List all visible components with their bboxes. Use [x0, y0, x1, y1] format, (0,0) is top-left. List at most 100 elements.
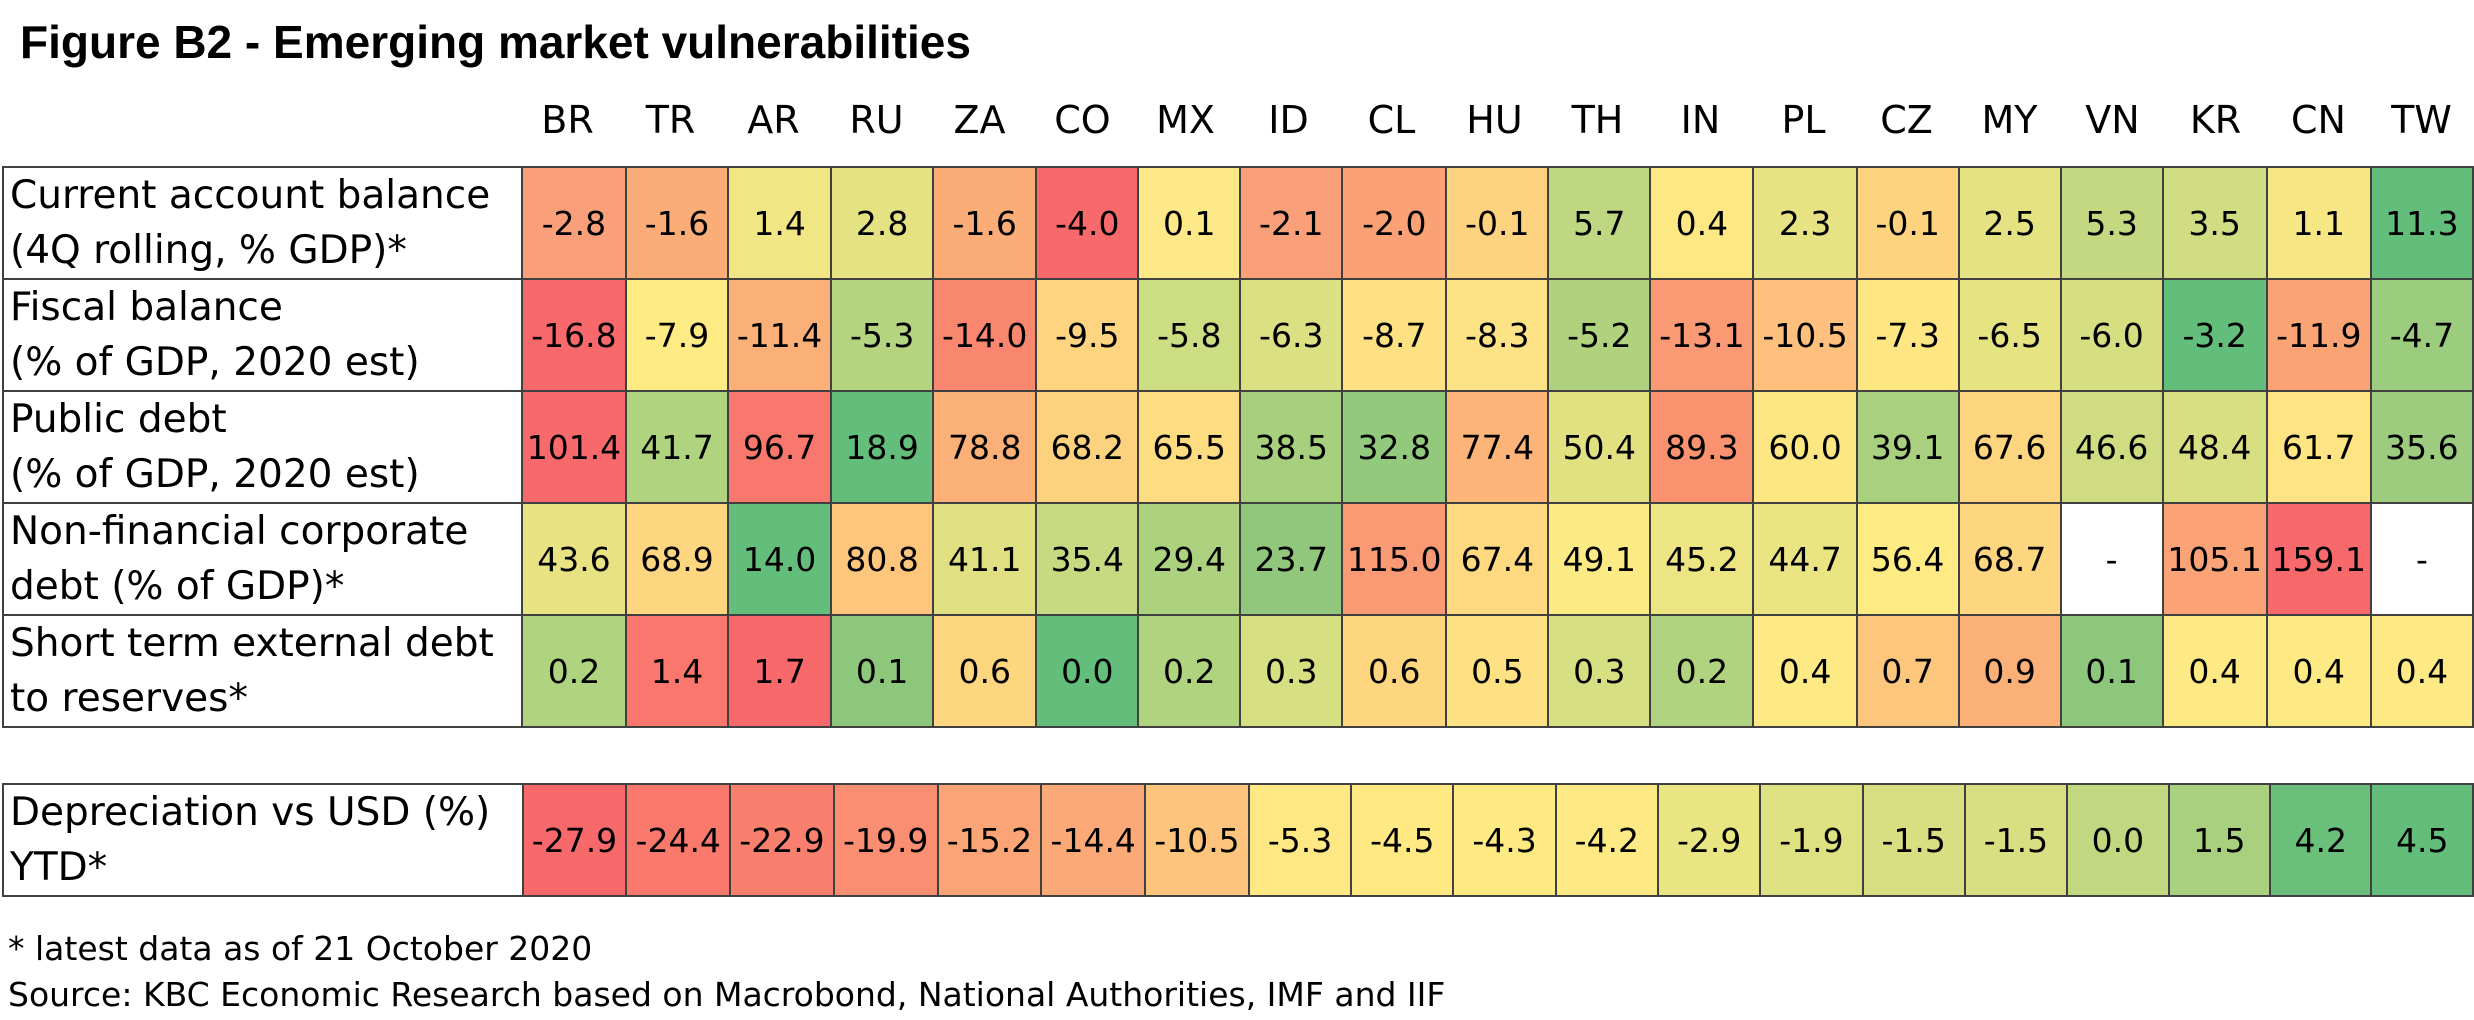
- cell-st-external-debt-cz: 0.7: [1855, 614, 1960, 728]
- cell-public-debt-my: 67.6: [1957, 390, 2062, 504]
- cell-current-account-ar: 1.4: [726, 166, 833, 280]
- cell-depreciation-cl: -4.5: [1350, 783, 1455, 897]
- cell-fiscal-balance-hu: -8.3: [1445, 278, 1550, 392]
- cell-public-debt-tr: 41.7: [625, 390, 729, 504]
- cell-depreciation-my: -1.5: [1963, 783, 2069, 897]
- cell-public-debt-br: 101.4: [520, 390, 628, 504]
- cell-corporate-debt-tr: 68.9: [625, 502, 729, 616]
- cell-public-debt-mx: 65.5: [1137, 390, 1242, 504]
- table-row-st-external-debt: Short term external debt to reserves* 0.2 1…: [2, 614, 2474, 728]
- cell-public-debt-ru: 18.9: [830, 390, 935, 504]
- row-label-line: YTD*: [10, 845, 108, 890]
- cell-depreciation-vn: 0.0: [2066, 783, 2170, 897]
- cell-fiscal-balance-za: -14.0: [932, 278, 1038, 392]
- column-header-tr: TR: [645, 98, 696, 142]
- cell-current-account-in: 0.4: [1649, 166, 1755, 280]
- cell-current-account-cl: -2.0: [1341, 166, 1448, 280]
- column-header-mx: MX: [1156, 98, 1215, 142]
- cell-corporate-debt-ru: 80.8: [830, 502, 935, 616]
- row-label-public-debt: Public debt (% of GDP, 2020 est): [2, 390, 523, 504]
- cell-st-external-debt-ru: 0.1: [830, 614, 935, 728]
- cell-corporate-debt-mx: 29.4: [1137, 502, 1242, 616]
- cell-fiscal-balance-cz: -7.3: [1855, 278, 1960, 392]
- cell-public-debt-cz: 39.1: [1855, 390, 1960, 504]
- cell-corporate-debt-kr: 105.1: [2161, 502, 2268, 616]
- row-label-line: Fiscal balance: [10, 285, 283, 330]
- cell-fiscal-balance-vn: -6.0: [2059, 278, 2164, 392]
- cell-st-external-debt-in: 0.2: [1649, 614, 1755, 728]
- cell-depreciation-in: -2.9: [1656, 783, 1762, 897]
- cell-depreciation-ru: -19.9: [832, 783, 939, 897]
- cell-depreciation-pl: -1.9: [1759, 783, 1864, 897]
- source-note: Source: KBC Economic Research based on M…: [8, 975, 1446, 1014]
- cell-depreciation-tw: 4.5: [2370, 783, 2474, 897]
- cell-corporate-debt-cl: 115.0: [1341, 502, 1448, 616]
- heatmap-table: Current account balance (4Q rolling, % GD…: [2, 166, 2474, 728]
- column-header-co: CO: [1054, 98, 1111, 142]
- cell-depreciation-br: -27.9: [521, 783, 628, 897]
- cell-depreciation-mx: -10.5: [1144, 783, 1250, 897]
- row-label-line: Public debt: [10, 397, 227, 442]
- cell-corporate-debt-cz: 56.4: [1855, 502, 1960, 616]
- cell-depreciation-th: -4.2: [1554, 783, 1660, 897]
- cell-st-external-debt-vn: 0.1: [2059, 614, 2164, 728]
- cell-corporate-debt-co: 35.4: [1035, 502, 1140, 616]
- column-header-in: IN: [1680, 98, 1721, 142]
- cell-corporate-debt-ar: 14.0: [726, 502, 833, 616]
- row-label-line: (% of GDP, 2020 est): [10, 340, 420, 385]
- cell-st-external-debt-kr: 0.4: [2161, 614, 2268, 728]
- column-header-my: MY: [1981, 98, 2038, 142]
- row-label-line: debt (% of GDP)*: [10, 564, 345, 609]
- column-header-br: BR: [541, 98, 594, 142]
- column-header-tw: TW: [2391, 98, 2452, 142]
- cell-depreciation-cz: -1.5: [1861, 783, 1966, 897]
- cell-current-account-tr: -1.6: [625, 166, 729, 280]
- row-label-st-external-debt: Short term external debt to reserves*: [2, 614, 523, 728]
- table-row-corporate-debt: Non-financial corporate debt (% of GDP)* 4…: [2, 502, 2474, 616]
- column-header-kr: KR: [2189, 98, 2242, 142]
- cell-public-debt-vn: 46.6: [2059, 390, 2164, 504]
- cell-fiscal-balance-th: -5.2: [1547, 278, 1652, 392]
- row-label-line: Current account balance: [10, 173, 491, 218]
- cell-fiscal-balance-kr: -3.2: [2161, 278, 2268, 392]
- cell-current-account-za: -1.6: [932, 166, 1038, 280]
- cell-corporate-debt-my: 68.7: [1957, 502, 2062, 616]
- column-header-cl: CL: [1367, 98, 1416, 142]
- cell-current-account-cn: 1.1: [2265, 166, 2372, 280]
- cell-fiscal-balance-tw: -4.7: [2369, 278, 2474, 392]
- cell-current-account-br: -2.8: [520, 166, 628, 280]
- cell-depreciation-hu: -4.3: [1452, 783, 1557, 897]
- cell-current-account-hu: -0.1: [1445, 166, 1550, 280]
- cell-fiscal-balance-br: -16.8: [520, 278, 628, 392]
- cell-current-account-th: 5.7: [1547, 166, 1652, 280]
- cell-fiscal-balance-tr: -7.9: [625, 278, 729, 392]
- cell-public-debt-za: 78.8: [932, 390, 1038, 504]
- cell-corporate-debt-pl: 44.7: [1752, 502, 1858, 616]
- cell-corporate-debt-th: 49.1: [1547, 502, 1652, 616]
- cell-current-account-id: -2.1: [1239, 166, 1344, 280]
- row-label-depreciation: Depreciation vs USD (%) YTD*: [2, 783, 524, 897]
- cell-fiscal-balance-my: -6.5: [1957, 278, 2062, 392]
- cell-current-account-pl: 2.3: [1752, 166, 1858, 280]
- row-label-line: (4Q rolling, % GDP)*: [10, 228, 407, 273]
- cell-public-debt-ar: 96.7: [726, 390, 833, 504]
- row-label-line: to reserves*: [10, 676, 248, 721]
- row-label-fiscal-balance: Fiscal balance (% of GDP, 2020 est): [2, 278, 523, 392]
- cell-current-account-my: 2.5: [1957, 166, 2062, 280]
- column-header-ru: RU: [849, 98, 904, 142]
- cell-st-external-debt-mx: 0.2: [1137, 614, 1242, 728]
- figure-title: Figure B2 - Emerging market vulnerabilit…: [20, 16, 971, 68]
- cell-current-account-kr: 3.5: [2161, 166, 2268, 280]
- cell-public-debt-hu: 77.4: [1445, 390, 1550, 504]
- cell-st-external-debt-id: 0.3: [1239, 614, 1344, 728]
- cell-st-external-debt-my: 0.9: [1957, 614, 2062, 728]
- cell-depreciation-kr: 1.5: [2167, 783, 2272, 897]
- cell-depreciation-co: -14.4: [1040, 783, 1147, 897]
- column-header-ar: AR: [747, 98, 800, 142]
- cell-corporate-debt-tw: -: [2369, 502, 2474, 616]
- cell-fiscal-balance-cn: -11.9: [2265, 278, 2372, 392]
- cell-public-debt-cn: 61.7: [2265, 390, 2372, 504]
- depreciation-table: Depreciation vs USD (%) YTD* -27.9 -24.4 -22…: [2, 783, 2474, 897]
- cell-st-external-debt-za: 0.6: [932, 614, 1038, 728]
- column-header-cz: CZ: [1880, 98, 1933, 142]
